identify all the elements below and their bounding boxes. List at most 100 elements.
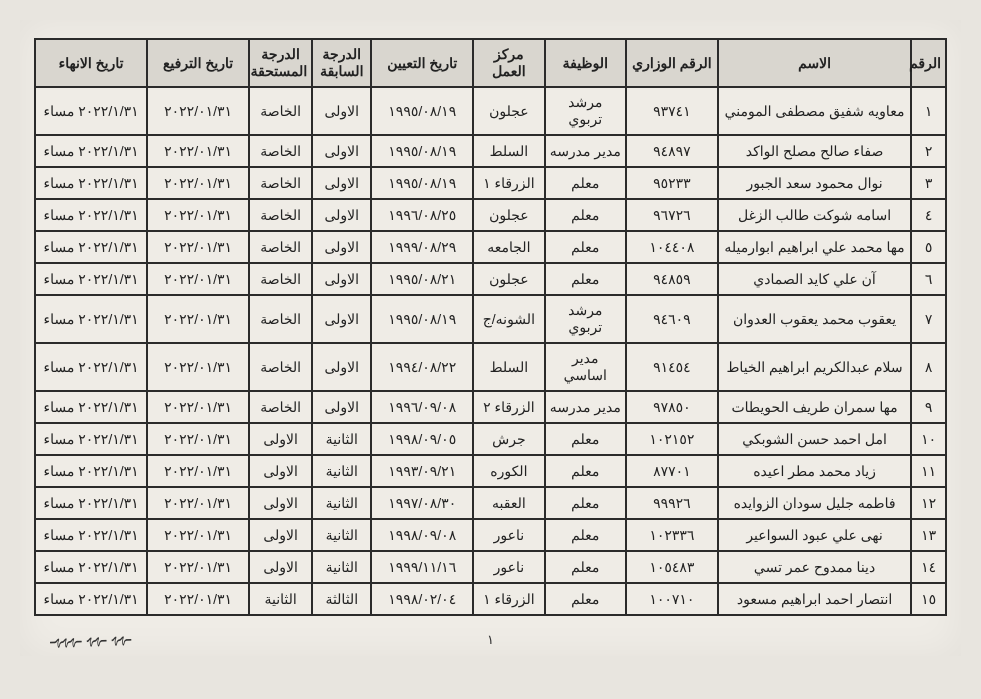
cell-appointdate: ١٩٩٣/٠٩/٢١ (371, 455, 473, 487)
col-workcenter: مركز العمل (473, 39, 544, 87)
cell-promdate: ٢٠٢٢/٠١/٣١ (147, 135, 249, 167)
table-body: ١معاويه شفيق مصطفى المومني٩٣٧٤١مرشد تربو… (35, 87, 946, 615)
cell-name: زياد محمد مطر اعيده (718, 455, 912, 487)
col-duedeg: الدرجة المستحقة (249, 39, 312, 87)
table-row: ١٥انتصار احمد ابراهيم مسعود١٠٠٧١٠معلمالز… (35, 583, 946, 615)
cell-ministerial: ٨٧٧٠١ (626, 455, 718, 487)
cell-duedeg: الخاصة (249, 391, 312, 423)
cell-enddate: ٢٠٢٢/١/٣١ مساء (35, 87, 147, 135)
cell-ministerial: ٩٤٦٠٩ (626, 295, 718, 343)
cell-prevdeg: الثانية (312, 487, 371, 519)
cell-num: ٨ (911, 343, 946, 391)
cell-appointdate: ١٩٩٩/٠٨/٢٩ (371, 231, 473, 263)
cell-enddate: ٢٠٢٢/١/٣١ مساء (35, 423, 147, 455)
cell-job: مرشد تربوي (545, 87, 627, 135)
cell-promdate: ٢٠٢٢/٠١/٣١ (147, 87, 249, 135)
cell-prevdeg: الثانية (312, 423, 371, 455)
cell-name: يعقوب محمد يعقوب العدوان (718, 295, 912, 343)
cell-prevdeg: الاولى (312, 199, 371, 231)
col-prevdeg: الدرجة السابقة (312, 39, 371, 87)
cell-job: مدير اساسي (545, 343, 627, 391)
table-row: ١٤دينا ممدوح عمر تسي١٠٥٤٨٣معلمناعور١٩٩٩/… (35, 551, 946, 583)
page: الرقم الاسم الرقم الوزاري الوظيفة مركز ا… (20, 20, 961, 656)
cell-prevdeg: الثانية (312, 551, 371, 583)
cell-ministerial: ٩٧٨٥٠ (626, 391, 718, 423)
cell-name: دينا ممدوح عمر تسي (718, 551, 912, 583)
cell-job: مرشد تربوي (545, 295, 627, 343)
col-appointdate: تاريخ التعيين (371, 39, 473, 87)
cell-enddate: ٢٠٢٢/١/٣١ مساء (35, 455, 147, 487)
cell-appointdate: ١٩٩٥/٠٨/١٩ (371, 167, 473, 199)
cell-name: نوال محمود سعد الجبور (718, 167, 912, 199)
table-row: ١١زياد محمد مطر اعيده٨٧٧٠١معلمالكوره١٩٩٣… (35, 455, 946, 487)
cell-prevdeg: الاولى (312, 135, 371, 167)
header-row: الرقم الاسم الرقم الوزاري الوظيفة مركز ا… (35, 39, 946, 87)
cell-duedeg: الخاصة (249, 199, 312, 231)
cell-promdate: ٢٠٢٢/٠١/٣١ (147, 199, 249, 231)
cell-prevdeg: الاولى (312, 295, 371, 343)
cell-job: معلم (545, 167, 627, 199)
cell-name: نهى علي عبود السواعير (718, 519, 912, 551)
col-num: الرقم (911, 39, 946, 87)
table-row: ٨سلام عبدالكريم ابراهيم الخياط٩١٤٥٤مدير … (35, 343, 946, 391)
col-name: الاسم (718, 39, 912, 87)
table-row: ٢صفاء صالح مصلح الواكد٩٤٨٩٧مدير مدرسهالس… (35, 135, 946, 167)
cell-num: ١٠ (911, 423, 946, 455)
cell-duedeg: الخاصة (249, 167, 312, 199)
cell-workcenter: السلط (473, 135, 544, 167)
cell-promdate: ٢٠٢٢/٠١/٣١ (147, 487, 249, 519)
table-row: ١معاويه شفيق مصطفى المومني٩٣٧٤١مرشد تربو… (35, 87, 946, 135)
cell-duedeg: الاولى (249, 551, 312, 583)
cell-ministerial: ٩٣٧٤١ (626, 87, 718, 135)
cell-job: معلم (545, 487, 627, 519)
cell-job: معلم (545, 199, 627, 231)
cell-prevdeg: الثانية (312, 455, 371, 487)
cell-appointdate: ١٩٩٤/٠٨/٢٢ (371, 343, 473, 391)
cell-workcenter: الشونه/ج (473, 295, 544, 343)
cell-duedeg: الثانية (249, 583, 312, 615)
cell-appointdate: ١٩٩٥/٠٨/٢١ (371, 263, 473, 295)
cell-prevdeg: الاولى (312, 167, 371, 199)
cell-num: ١٤ (911, 551, 946, 583)
cell-workcenter: الجامعه (473, 231, 544, 263)
cell-promdate: ٢٠٢٢/٠١/٣١ (147, 423, 249, 455)
cell-ministerial: ١٠٤٤٠٨ (626, 231, 718, 263)
cell-num: ٣ (911, 167, 946, 199)
cell-name: فاطمه جليل سودان الزوايده (718, 487, 912, 519)
cell-workcenter: جرش (473, 423, 544, 455)
cell-workcenter: عجلون (473, 263, 544, 295)
table-row: ١٣نهى علي عبود السواعير١٠٢٣٣٦معلمناعور١٩… (35, 519, 946, 551)
cell-duedeg: الخاصة (249, 231, 312, 263)
cell-name: آن علي كايد الصمادي (718, 263, 912, 295)
cell-job: مدير مدرسه (545, 135, 627, 167)
table-row: ٤اسامه شوكت طالب الزغل٩٦٧٢٦معلمعجلون١٩٩٦… (35, 199, 946, 231)
cell-ministerial: ٩٤٨٩٧ (626, 135, 718, 167)
cell-promdate: ٢٠٢٢/٠١/٣١ (147, 519, 249, 551)
cell-ministerial: ٩١٤٥٤ (626, 343, 718, 391)
cell-appointdate: ١٩٩٨/٠٩/٠٨ (371, 519, 473, 551)
cell-workcenter: الزرقاء ١ (473, 167, 544, 199)
cell-promdate: ٢٠٢٢/٠١/٣١ (147, 231, 249, 263)
cell-job: معلم (545, 551, 627, 583)
cell-name: صفاء صالح مصلح الواكد (718, 135, 912, 167)
cell-num: ١٥ (911, 583, 946, 615)
cell-ministerial: ١٠٢٣٣٦ (626, 519, 718, 551)
cell-appointdate: ١٩٩٩/١١/١٦ (371, 551, 473, 583)
cell-promdate: ٢٠٢٢/٠١/٣١ (147, 343, 249, 391)
col-ministerial: الرقم الوزاري (626, 39, 718, 87)
cell-ministerial: ٩٦٧٢٦ (626, 199, 718, 231)
signature-scribble: ـﮩﮩ ـﮩﮩ ـﮩﮩﮩـ (50, 621, 132, 650)
cell-workcenter: ناعور (473, 551, 544, 583)
cell-duedeg: الاولى (249, 519, 312, 551)
cell-name: امل احمد حسن الشوبكي (718, 423, 912, 455)
cell-prevdeg: الاولى (312, 87, 371, 135)
cell-appointdate: ١٩٩٧/٠٨/٣٠ (371, 487, 473, 519)
cell-num: ١ (911, 87, 946, 135)
cell-num: ٧ (911, 295, 946, 343)
cell-ministerial: ٩٥٢٣٣ (626, 167, 718, 199)
cell-name: اسامه شوكت طالب الزغل (718, 199, 912, 231)
cell-enddate: ٢٠٢٢/١/٣١ مساء (35, 263, 147, 295)
cell-duedeg: الخاصة (249, 135, 312, 167)
cell-duedeg: الخاصة (249, 343, 312, 391)
cell-name: سلام عبدالكريم ابراهيم الخياط (718, 343, 912, 391)
